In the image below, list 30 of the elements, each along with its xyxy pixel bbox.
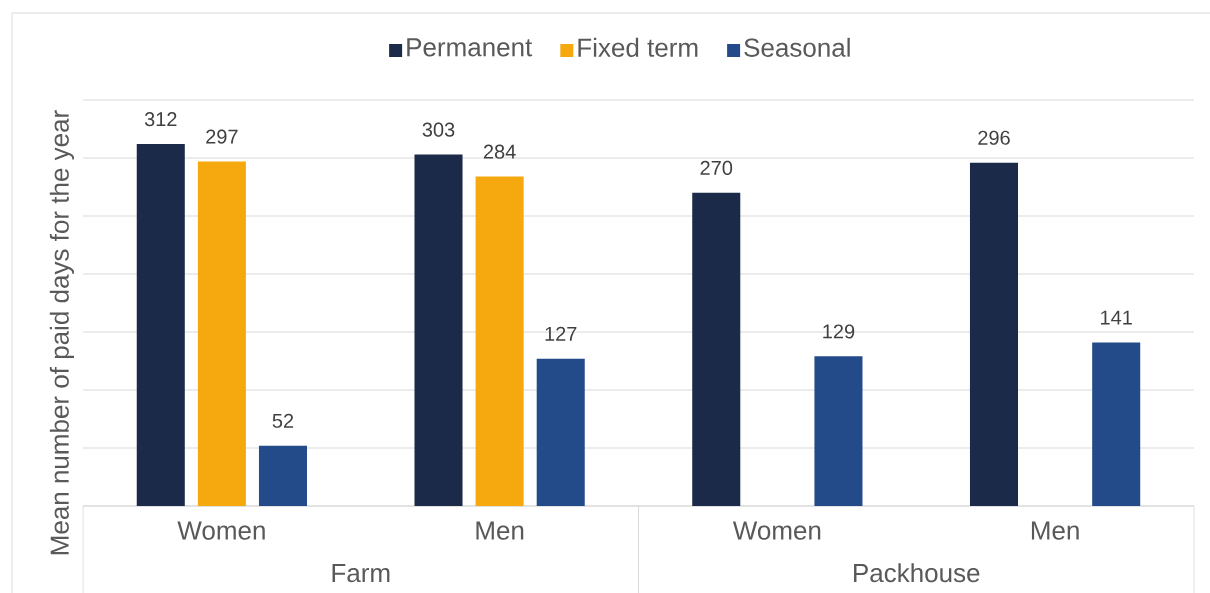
bar [197, 161, 246, 506]
data-label: 129 [823, 324, 855, 339]
legend-label: Fixed term [578, 37, 698, 57]
bar [1092, 342, 1141, 506]
legend-label: Seasonal [744, 37, 850, 57]
x-tick-label: Women [177, 521, 265, 540]
data-label: 141 [1101, 310, 1132, 325]
bar [414, 154, 463, 506]
bar [536, 358, 585, 506]
data-label: 270 [700, 160, 733, 175]
data-label: 127 [545, 326, 577, 341]
data-label: 312 [144, 112, 177, 127]
y-axis-title: Mean number of paid days for the year [49, 110, 75, 555]
bar [692, 192, 741, 506]
data-label: 303 [422, 122, 455, 137]
x-tick-label: Women [732, 521, 821, 540]
text: Farm [332, 564, 390, 583]
data-label: 52 [272, 413, 294, 428]
data-label: 296 [978, 130, 1010, 145]
text: Packhouse [854, 563, 980, 583]
bar [136, 144, 185, 506]
x-tick-label: Men [1031, 521, 1079, 540]
bar [475, 176, 524, 506]
bar [814, 356, 863, 506]
data-label: 284 [483, 144, 516, 159]
legend-label: Permanent [407, 38, 533, 57]
data-label: 297 [206, 129, 238, 144]
bar [969, 162, 1019, 506]
bar [258, 445, 308, 506]
x-tick-label: Men [476, 521, 524, 540]
